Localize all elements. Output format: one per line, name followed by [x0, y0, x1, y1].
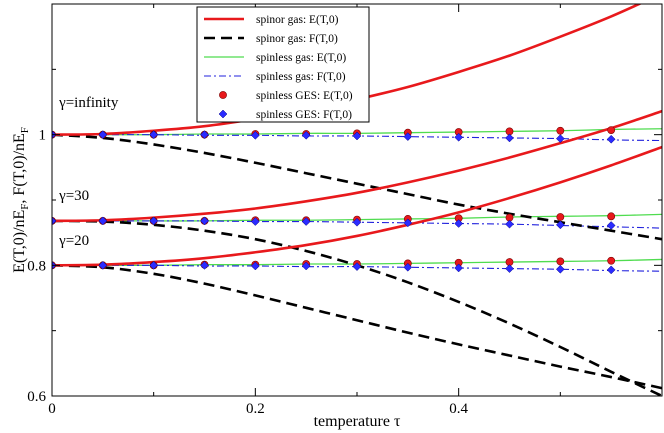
legend-entry-1: spinor gas: F(T,0)	[204, 33, 338, 45]
data-point-11-1	[98, 216, 108, 226]
legend-swatch	[219, 91, 227, 99]
legend-label: spinless GES: F(T,0)	[256, 109, 352, 121]
data-point-5-3	[200, 130, 209, 140]
legend-label: spinor gas: F(T,0)	[256, 33, 338, 45]
data-point-17-9	[505, 264, 514, 273]
legend-swatch	[218, 109, 228, 119]
data-point-11-5	[301, 217, 311, 226]
data-point-4-11	[607, 126, 616, 134]
data-point-5-8	[454, 132, 464, 142]
data-point-4-10	[556, 126, 565, 135]
legend-label: spinor gas: E(T,0)	[256, 14, 339, 26]
data-point-17-10	[555, 264, 565, 274]
tick-layer: 0 0.2 0.4 0.6 0.8 1	[27, 4, 662, 417]
data-point-17-6	[352, 262, 362, 271]
annotation-gamma-1: γ=30	[58, 188, 89, 204]
series-line-13	[52, 264, 662, 390]
data-point-11-9	[505, 219, 514, 229]
data-point-5-1	[98, 130, 108, 140]
data-point-17-3	[200, 260, 209, 270]
data-point-11-8	[454, 219, 464, 228]
legend-entry-4: spinless GES: E(T,0)	[219, 90, 353, 102]
data-point-5-11	[606, 134, 616, 144]
y-axis-label-sub1: F	[19, 204, 31, 210]
annotation-gamma-2: γ=20	[58, 233, 89, 249]
x-axis-label: temperature τ	[314, 413, 401, 430]
series-line-12	[52, 145, 662, 267]
data-point-11-4	[250, 217, 260, 226]
data-point-11-6	[352, 217, 362, 227]
data-point-17-8	[454, 263, 464, 273]
legend-entry-3: spinless gas: F(T,0)	[204, 71, 346, 83]
svg-text:E(T,0)/nEF, F(T,0)/nEF: E(T,0)/nEF, F(T,0)/nEF	[11, 127, 31, 273]
data-point-11-10	[555, 220, 565, 230]
legend-entry-0: spinor gas: E(T,0)	[204, 14, 339, 26]
y-axis-label-part2: , F(T,0)/nE	[11, 133, 28, 203]
data-point-17-11	[606, 265, 616, 275]
series-line-6	[52, 109, 662, 223]
data-point-17-7	[403, 262, 413, 272]
data-point-10-11	[607, 212, 616, 221]
legend-entry-2: spinless gas: E(T,0)	[204, 52, 346, 64]
y-tick-label: 0.6	[27, 389, 46, 405]
y-axis-label-sub2: F	[19, 127, 31, 133]
data-point-5-9	[505, 133, 514, 143]
data-point-16-11	[607, 256, 616, 265]
data-point-5-4	[250, 130, 260, 140]
data-point-17-4	[250, 261, 260, 271]
x-tick-label: 0	[48, 401, 56, 417]
data-point-17-1	[98, 260, 108, 270]
y-axis-label-part1: E(T,0)/nE	[11, 210, 28, 273]
data-point-5-2	[149, 130, 159, 140]
data-point-5-5	[301, 130, 311, 140]
data-point-11-0	[52, 216, 57, 226]
y-tick-label: 0.8	[27, 258, 46, 274]
legend: spinor gas: E(T,0) spinor gas: F(T,0) spin…	[196, 6, 370, 123]
data-point-10-10	[556, 213, 565, 221]
data-point-16-10	[556, 257, 565, 266]
data-point-11-2	[149, 216, 159, 226]
legend-label: spinless gas: F(T,0)	[256, 71, 346, 83]
data-point-17-5	[301, 261, 311, 271]
data-point-17-2	[149, 260, 159, 270]
legend-label: spinless gas: E(T,0)	[256, 52, 346, 64]
data-point-11-7	[403, 218, 413, 228]
x-tick-label: 0.2	[246, 401, 265, 417]
annotation-layer: γ=infinity γ=30 γ=20	[58, 95, 119, 249]
legend-box	[196, 6, 370, 123]
data-point-11-3	[200, 216, 209, 226]
data-point-5-7	[403, 132, 413, 141]
marker-layer	[52, 126, 616, 275]
y-tick-label: 1	[39, 128, 47, 144]
data-point-11-11	[606, 221, 616, 230]
data-point-5-10	[555, 134, 565, 143]
annotation-gamma-0: γ=infinity	[58, 95, 119, 111]
legend-label: spinless GES: E(T,0)	[256, 90, 353, 102]
legend-entry-5: spinless GES: F(T,0)	[218, 109, 352, 121]
x-tick-label: 0.4	[449, 401, 468, 417]
y-axis-label: E(T,0)/nEF, F(T,0)/nEF	[11, 127, 31, 273]
data-point-5-6	[352, 131, 362, 141]
